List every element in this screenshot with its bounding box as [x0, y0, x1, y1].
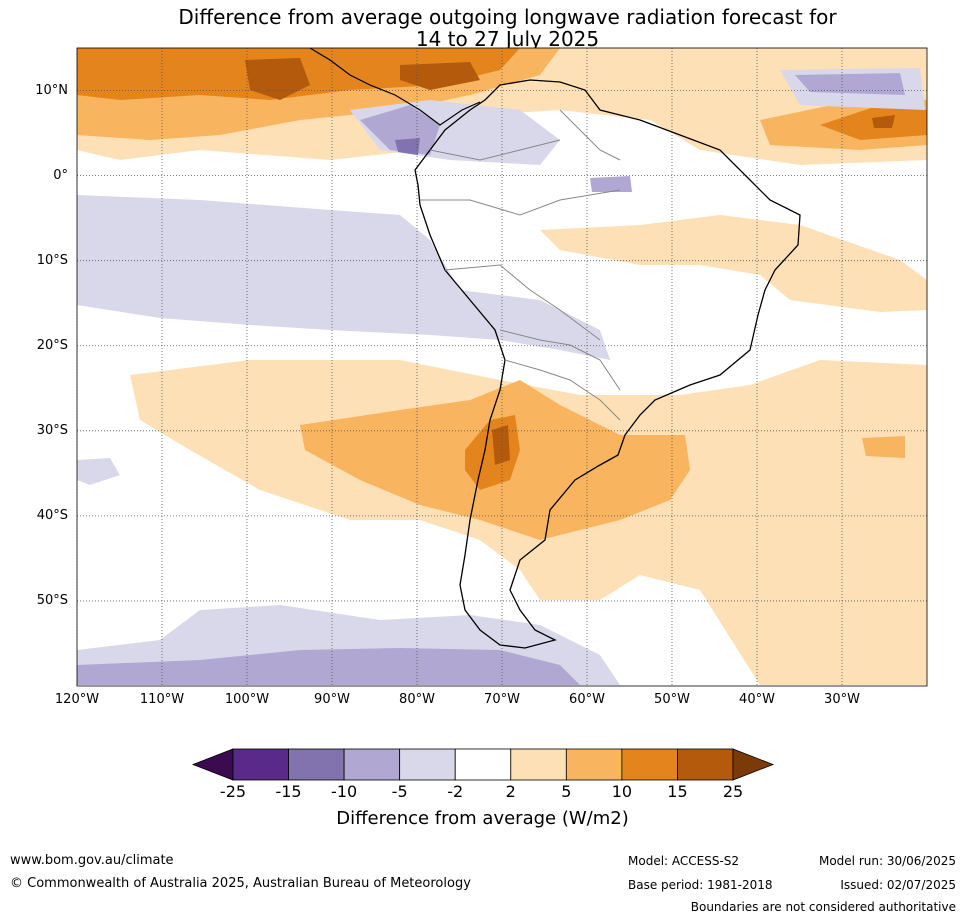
- central-america-coastline: [309, 48, 481, 126]
- anomaly-positive-region: [540, 215, 927, 312]
- longitude-label: 110°W: [139, 692, 185, 707]
- latitude-label: 10°N: [35, 82, 68, 98]
- issued-date: Issued: 02/07/2025: [840, 878, 956, 892]
- colorbar-tick-label: -15: [275, 782, 302, 801]
- colorbar-tick-label: 25: [722, 782, 744, 801]
- colorbar-tick-label: 15: [667, 782, 688, 801]
- anomaly-negative-region: [395, 138, 420, 155]
- latitude-label: 40°S: [36, 507, 68, 523]
- website-link[interactable]: www.bom.gov.au/climate: [10, 853, 174, 868]
- south-america-coastline: [414, 79, 801, 649]
- boundaries-disclaimer: Boundaries are not considered authoritat…: [690, 900, 956, 914]
- anomaly-positive-region: [245, 58, 310, 100]
- colorbar-segment: [399, 748, 456, 781]
- anomaly-negative-region: [77, 195, 610, 360]
- longitude-label: 80°W: [399, 692, 435, 707]
- anomaly-map: [76, 47, 928, 687]
- latitude-label: 20°S: [36, 337, 68, 353]
- map-gridlines: [77, 48, 927, 686]
- anomaly-negative-region: [360, 105, 440, 155]
- copyright-text: © Commonwealth of Australia 2025, Austra…: [10, 876, 471, 891]
- colorbar-extend-low: [191, 748, 234, 781]
- colorbar-tick-label: -2: [447, 782, 464, 801]
- longitude-label: 50°W: [654, 692, 690, 707]
- map-title-line-1: Difference from average outgoing longwav…: [178, 5, 837, 29]
- anomaly-positive-region: [872, 115, 895, 128]
- anomaly-negative-region: [795, 73, 905, 95]
- longitude-label: 120°W: [54, 692, 100, 707]
- colorbar-tick-label: 5: [561, 782, 572, 801]
- colorbar-tick-label: -5: [391, 782, 408, 801]
- colorbar-segment: [677, 748, 734, 781]
- base-period: Base period: 1981-2018: [628, 878, 773, 892]
- anomaly-negative-region: [590, 176, 632, 192]
- longitude-label: 40°W: [739, 692, 775, 707]
- country-borders: [420, 109, 621, 421]
- map-title-line-2: 14 to 27 July 2025: [415, 27, 600, 51]
- colorbar-tick-label: 2: [505, 782, 516, 801]
- anomaly-positive-region: [492, 425, 510, 465]
- longitude-label: 30°W: [824, 692, 860, 707]
- model-run: Model run: 30/06/2025: [818, 854, 956, 868]
- colorbar-segment: [565, 748, 623, 781]
- anomaly-positive-region: [862, 436, 905, 458]
- colorbar-segment: [343, 748, 401, 781]
- anomaly-positive-region: [400, 62, 480, 90]
- colorbar-segment: [232, 748, 289, 781]
- colorbar-tick-label: -10: [331, 782, 358, 801]
- latitude-label: 50°S: [36, 592, 68, 608]
- colorbar-tick-label: -25: [219, 782, 247, 801]
- longitude-label: 100°W: [224, 692, 270, 707]
- longitude-label: 70°W: [484, 692, 520, 707]
- colorbar: [191, 748, 775, 781]
- colorbar-segment: [510, 748, 567, 781]
- anomaly-negative-region: [77, 648, 580, 685]
- model-name: Model: ACCESS-S2: [628, 854, 740, 868]
- colorbar-extend-high: [732, 748, 775, 781]
- map-frame: [76, 47, 928, 687]
- colorbar-label: Difference from average (W/m2): [336, 808, 629, 829]
- latitude-label: 30°S: [36, 422, 68, 438]
- longitude-label: 90°W: [314, 692, 350, 707]
- colorbar-segment: [621, 748, 678, 781]
- latitude-label: 0°: [53, 167, 68, 183]
- colorbar-tick-label: 10: [611, 782, 633, 801]
- longitude-label: 60°W: [569, 692, 605, 707]
- colorbar-segment: [288, 748, 345, 781]
- anomaly-negative-region: [77, 458, 120, 485]
- colorbar-segment: [454, 748, 512, 781]
- latitude-label: 10°S: [36, 252, 68, 268]
